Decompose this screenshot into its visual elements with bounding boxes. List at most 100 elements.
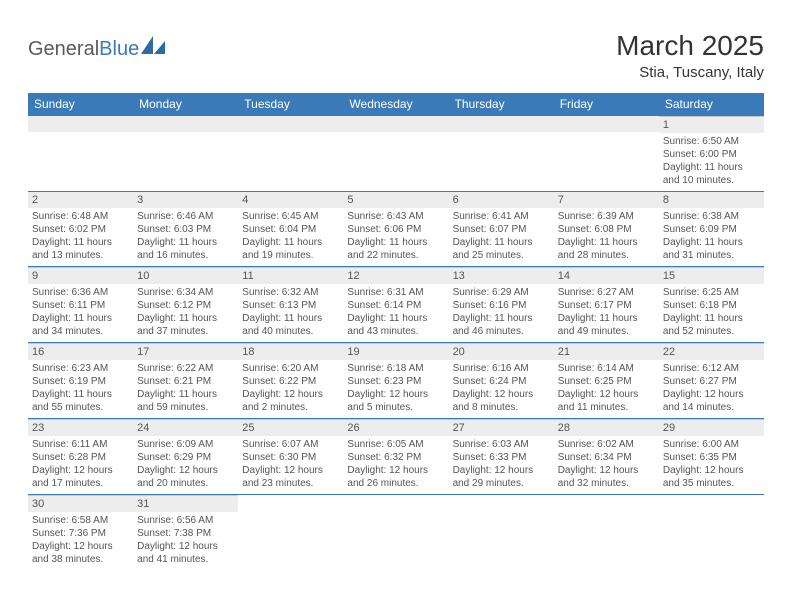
calendar-cell: [554, 116, 659, 192]
day-number: 7: [554, 192, 659, 208]
calendar-cell: 27Sunrise: 6:03 AMSunset: 6:33 PMDayligh…: [449, 419, 554, 495]
calendar-cell: 21Sunrise: 6:14 AMSunset: 6:25 PMDayligh…: [554, 343, 659, 419]
calendar-cell: 10Sunrise: 6:34 AMSunset: 6:12 PMDayligh…: [133, 267, 238, 343]
day-details: Sunrise: 6:38 AMSunset: 6:09 PMDaylight:…: [659, 208, 764, 266]
calendar-cell: [238, 495, 343, 571]
day-details: Sunrise: 6:48 AMSunset: 6:02 PMDaylight:…: [28, 208, 133, 266]
calendar-row: 16Sunrise: 6:23 AMSunset: 6:19 PMDayligh…: [28, 343, 764, 419]
page-subtitle: Stia, Tuscany, Italy: [616, 64, 764, 81]
calendar-cell: [659, 495, 764, 571]
calendar-row: 1Sunrise: 6:50 AMSunset: 6:00 PMDaylight…: [28, 116, 764, 192]
day-number: 4: [238, 192, 343, 208]
sail-icon: [141, 36, 167, 62]
calendar-cell: 8Sunrise: 6:38 AMSunset: 6:09 PMDaylight…: [659, 192, 764, 267]
day-details: Sunrise: 6:29 AMSunset: 6:16 PMDaylight:…: [449, 284, 554, 342]
empty-day-header: [28, 116, 133, 132]
calendar-cell: [343, 495, 448, 571]
day-number: 25: [238, 419, 343, 436]
day-number: 13: [449, 267, 554, 284]
calendar-cell: 5Sunrise: 6:43 AMSunset: 6:06 PMDaylight…: [343, 192, 448, 267]
day-number: 24: [133, 419, 238, 436]
calendar-cell: 26Sunrise: 6:05 AMSunset: 6:32 PMDayligh…: [343, 419, 448, 495]
weekday-header: Sunday: [28, 93, 133, 116]
day-details: Sunrise: 6:25 AMSunset: 6:18 PMDaylight:…: [659, 284, 764, 342]
calendar-cell: 29Sunrise: 6:00 AMSunset: 6:35 PMDayligh…: [659, 419, 764, 495]
logo-text-blue: Blue: [99, 38, 139, 61]
day-details: Sunrise: 6:58 AMSunset: 7:36 PMDaylight:…: [28, 512, 133, 570]
calendar-cell: [133, 116, 238, 192]
day-number: 14: [554, 267, 659, 284]
calendar-cell: 14Sunrise: 6:27 AMSunset: 6:17 PMDayligh…: [554, 267, 659, 343]
calendar-cell: 16Sunrise: 6:23 AMSunset: 6:19 PMDayligh…: [28, 343, 133, 419]
calendar-row: 30Sunrise: 6:58 AMSunset: 7:36 PMDayligh…: [28, 495, 764, 571]
day-number: 29: [659, 419, 764, 436]
day-number: 16: [28, 343, 133, 360]
day-number: 15: [659, 267, 764, 284]
calendar-cell: 4Sunrise: 6:45 AMSunset: 6:04 PMDaylight…: [238, 192, 343, 267]
day-number: 5: [343, 192, 448, 208]
day-number: 6: [449, 192, 554, 208]
day-number: 3: [133, 192, 238, 208]
day-number: 1: [659, 116, 764, 133]
day-details: Sunrise: 6:27 AMSunset: 6:17 PMDaylight:…: [554, 284, 659, 342]
day-details: Sunrise: 6:50 AMSunset: 6:00 PMDaylight:…: [659, 133, 764, 191]
empty-day-header: [554, 116, 659, 132]
calendar-cell: 28Sunrise: 6:02 AMSunset: 6:34 PMDayligh…: [554, 419, 659, 495]
day-details: Sunrise: 6:14 AMSunset: 6:25 PMDaylight:…: [554, 360, 659, 418]
calendar-cell: 15Sunrise: 6:25 AMSunset: 6:18 PMDayligh…: [659, 267, 764, 343]
day-details: Sunrise: 6:56 AMSunset: 7:38 PMDaylight:…: [133, 512, 238, 570]
calendar-cell: 23Sunrise: 6:11 AMSunset: 6:28 PMDayligh…: [28, 419, 133, 495]
day-number: 11: [238, 267, 343, 284]
calendar-cell: 11Sunrise: 6:32 AMSunset: 6:13 PMDayligh…: [238, 267, 343, 343]
day-details: Sunrise: 6:20 AMSunset: 6:22 PMDaylight:…: [238, 360, 343, 418]
empty-day-header: [343, 116, 448, 132]
calendar-table: SundayMondayTuesdayWednesdayThursdayFrid…: [28, 93, 764, 570]
day-number: 20: [449, 343, 554, 360]
day-details: Sunrise: 6:09 AMSunset: 6:29 PMDaylight:…: [133, 436, 238, 494]
empty-day-header: [449, 116, 554, 132]
day-details: Sunrise: 6:46 AMSunset: 6:03 PMDaylight:…: [133, 208, 238, 266]
weekday-header: Saturday: [659, 93, 764, 116]
day-details: Sunrise: 6:22 AMSunset: 6:21 PMDaylight:…: [133, 360, 238, 418]
day-details: Sunrise: 6:41 AMSunset: 6:07 PMDaylight:…: [449, 208, 554, 266]
day-number: 8: [659, 192, 764, 208]
calendar-cell: [238, 116, 343, 192]
day-details: Sunrise: 6:03 AMSunset: 6:33 PMDaylight:…: [449, 436, 554, 494]
empty-day-header: [133, 116, 238, 132]
day-details: Sunrise: 6:39 AMSunset: 6:08 PMDaylight:…: [554, 208, 659, 266]
day-details: Sunrise: 6:07 AMSunset: 6:30 PMDaylight:…: [238, 436, 343, 494]
day-details: Sunrise: 6:05 AMSunset: 6:32 PMDaylight:…: [343, 436, 448, 494]
calendar-cell: [343, 116, 448, 192]
day-details: Sunrise: 6:34 AMSunset: 6:12 PMDaylight:…: [133, 284, 238, 342]
day-number: 19: [343, 343, 448, 360]
weekday-header: Monday: [133, 93, 238, 116]
calendar-row: 23Sunrise: 6:11 AMSunset: 6:28 PMDayligh…: [28, 419, 764, 495]
day-number: 27: [449, 419, 554, 436]
calendar-row: 9Sunrise: 6:36 AMSunset: 6:11 PMDaylight…: [28, 267, 764, 343]
day-number: 12: [343, 267, 448, 284]
calendar-cell: 12Sunrise: 6:31 AMSunset: 6:14 PMDayligh…: [343, 267, 448, 343]
day-details: Sunrise: 6:16 AMSunset: 6:24 PMDaylight:…: [449, 360, 554, 418]
weekday-header: Wednesday: [343, 93, 448, 116]
calendar-cell: 22Sunrise: 6:12 AMSunset: 6:27 PMDayligh…: [659, 343, 764, 419]
calendar-cell: 25Sunrise: 6:07 AMSunset: 6:30 PMDayligh…: [238, 419, 343, 495]
logo-text-general: General: [28, 38, 99, 61]
day-details: Sunrise: 6:12 AMSunset: 6:27 PMDaylight:…: [659, 360, 764, 418]
day-number: 28: [554, 419, 659, 436]
day-number: 23: [28, 419, 133, 436]
empty-day-header: [238, 116, 343, 132]
calendar-cell: 31Sunrise: 6:56 AMSunset: 7:38 PMDayligh…: [133, 495, 238, 571]
weekday-header: Tuesday: [238, 93, 343, 116]
calendar-cell: [449, 116, 554, 192]
calendar-body: 1Sunrise: 6:50 AMSunset: 6:00 PMDaylight…: [28, 116, 764, 571]
weekday-header: Friday: [554, 93, 659, 116]
day-number: 9: [28, 267, 133, 284]
day-details: Sunrise: 6:45 AMSunset: 6:04 PMDaylight:…: [238, 208, 343, 266]
day-details: Sunrise: 6:36 AMSunset: 6:11 PMDaylight:…: [28, 284, 133, 342]
calendar-cell: 9Sunrise: 6:36 AMSunset: 6:11 PMDaylight…: [28, 267, 133, 343]
calendar-cell: 2Sunrise: 6:48 AMSunset: 6:02 PMDaylight…: [28, 192, 133, 267]
calendar-cell: [449, 495, 554, 571]
calendar-cell: 1Sunrise: 6:50 AMSunset: 6:00 PMDaylight…: [659, 116, 764, 192]
weekday-header-row: SundayMondayTuesdayWednesdayThursdayFrid…: [28, 93, 764, 116]
calendar-page: GeneralBlue March 2025 Stia, Tuscany, It…: [0, 0, 792, 570]
